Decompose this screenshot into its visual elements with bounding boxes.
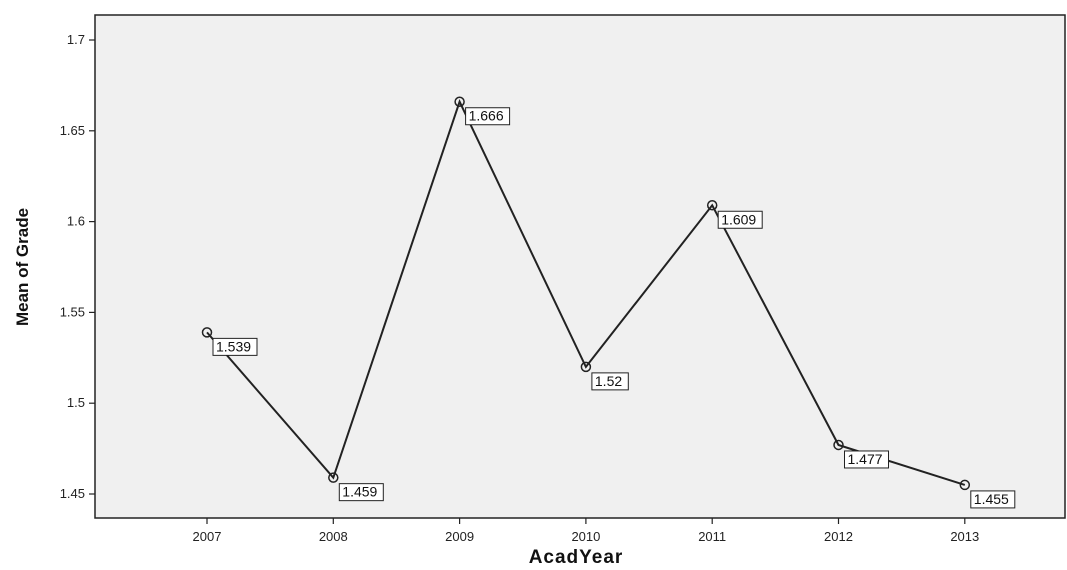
data-label: 1.52 [591,372,629,391]
x-axis-title: AcadYear [529,547,624,568]
data-label-text: 1.539 [216,338,251,354]
data-label-box [844,450,889,469]
x-tick-label: 2007 [193,529,222,544]
data-label-text: 1.666 [469,108,504,124]
data-label: 1.666 [465,107,511,126]
y-tick-label: 1.7 [67,32,85,47]
y-tick-label: 1.45 [60,486,85,501]
data-label: 1.477 [844,450,889,469]
data-point [328,472,339,483]
data-point [201,327,213,338]
data-label-box [970,490,1016,509]
data-label-box [465,107,511,126]
data-label: 1.609 [717,210,763,229]
data-point [833,439,844,451]
plot-area [94,14,1066,519]
data-markers [201,96,971,491]
data-label-box [591,372,629,391]
x-tick-label: 2009 [445,529,474,544]
data-label: 1.459 [338,483,384,502]
y-tick-label: 1.6 [67,214,85,229]
y-axis: 1.45 1.5 1.55 1.6 1.65 1.7 [60,32,95,501]
data-label: 1.455 [970,490,1016,509]
x-axis: 2007 2008 2009 2010 2011 2012 2013 [193,518,979,544]
x-tick-label: 2013 [950,529,979,544]
data-label-box [338,483,384,502]
data-label-text: 1.459 [342,484,377,500]
data-point [706,200,718,211]
y-axis-title: Mean of Grade [13,208,32,326]
y-tick-label: 1.65 [60,123,85,138]
x-tick-label: 2010 [571,529,600,544]
data-label-text: 1.477 [848,451,883,467]
x-tick-label: 2008 [319,529,348,544]
data-label-text: 1.455 [974,491,1009,507]
data-labels: 1.539 1.459 1.666 1.52 1.609 1.477 1.455 [212,107,1016,509]
x-tick-label: 2011 [698,529,726,544]
y-tick-label: 1.5 [67,395,85,410]
data-point [580,361,592,373]
data-label: 1.539 [212,337,258,356]
data-label-box [717,210,763,229]
data-point [959,479,971,491]
data-label-box [212,337,258,356]
x-tick-label: 2012 [824,529,853,544]
series-line [206,99,966,486]
data-label-text: 1.609 [721,211,756,227]
y-tick-label: 1.55 [60,304,85,319]
data-point [454,96,465,107]
data-label-text: 1.52 [595,373,622,389]
